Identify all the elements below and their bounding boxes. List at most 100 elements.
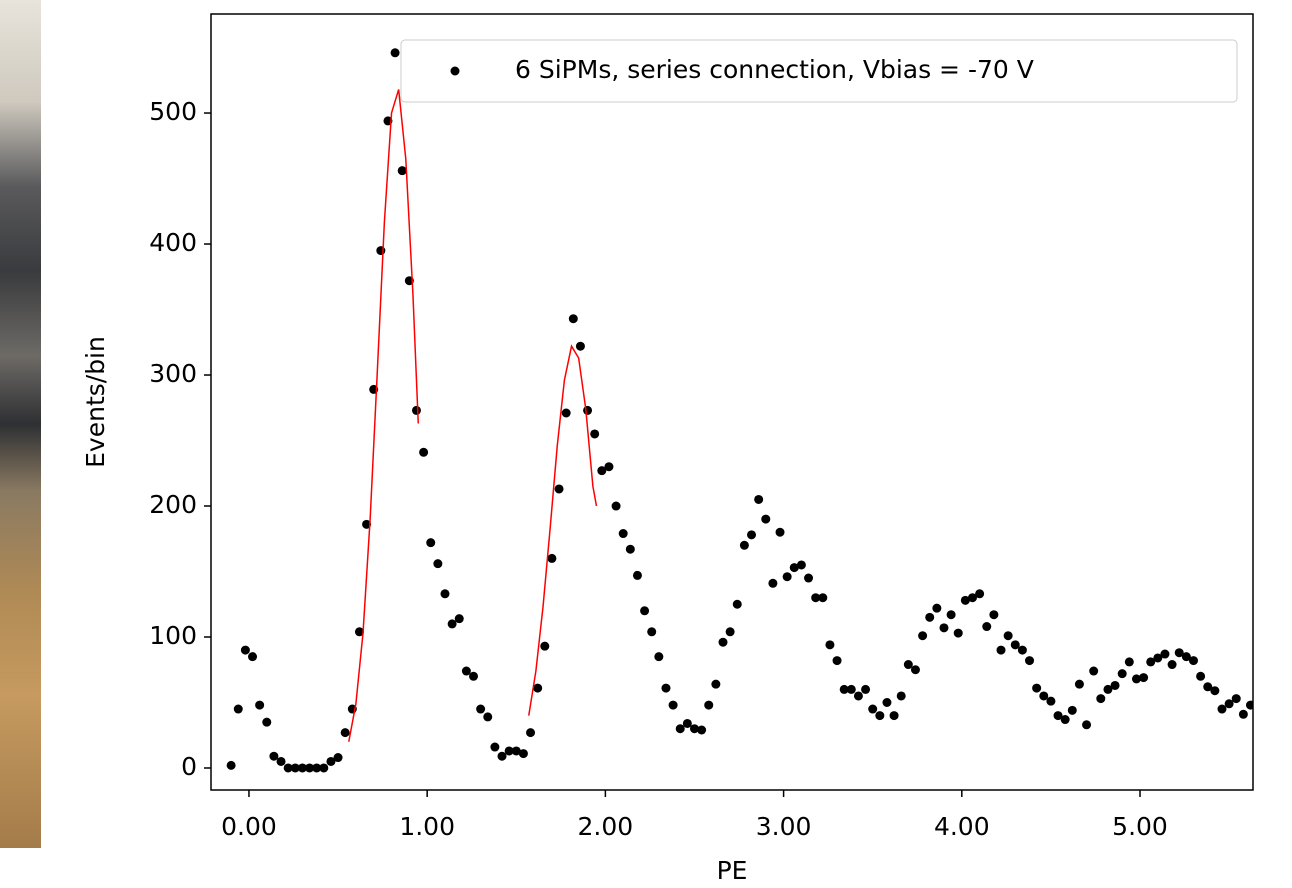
data-point <box>761 514 771 524</box>
y-tick-label: 300 <box>149 359 197 388</box>
data-point <box>1039 691 1049 701</box>
data-point <box>561 408 571 418</box>
data-point <box>611 501 621 511</box>
data-point <box>326 756 336 766</box>
x-tick-label: 5.00 <box>1112 812 1168 841</box>
x-tick-label: 0.00 <box>221 812 277 841</box>
data-point <box>725 627 735 637</box>
fit-line <box>528 344 598 716</box>
data-point <box>640 606 650 616</box>
data-point <box>832 656 842 666</box>
data-point <box>411 405 421 415</box>
plot-frame <box>210 13 1254 791</box>
data-point <box>754 494 764 504</box>
data-point <box>1160 649 1170 659</box>
data-point <box>362 519 372 529</box>
data-point <box>240 645 250 655</box>
data-point <box>1053 711 1063 721</box>
data-point <box>697 725 707 735</box>
data-point <box>989 610 999 620</box>
data-point <box>775 527 785 537</box>
data-point <box>376 246 386 256</box>
data-point <box>1110 680 1120 690</box>
data-point <box>540 641 550 651</box>
plot-area <box>226 48 1253 773</box>
data-point <box>283 763 293 773</box>
data-point <box>789 563 799 573</box>
data-point <box>1117 669 1127 679</box>
data-point <box>689 724 699 734</box>
data-point <box>1032 683 1042 693</box>
data-point <box>319 763 329 773</box>
data-point <box>583 405 593 415</box>
data-point <box>896 691 906 701</box>
data-point <box>340 728 350 738</box>
y-tick-label: 200 <box>149 490 197 519</box>
y-tick-label: 100 <box>149 621 197 650</box>
data-point <box>248 652 258 662</box>
data-point <box>682 718 692 728</box>
data-point <box>825 640 835 650</box>
data-point <box>1224 699 1234 709</box>
data-point <box>939 623 949 633</box>
data-point <box>739 540 749 550</box>
data-point <box>1010 640 1020 650</box>
data-point <box>647 627 657 637</box>
data-point <box>704 700 714 710</box>
data-point <box>654 652 664 662</box>
data-point <box>1174 648 1184 658</box>
data-point <box>632 570 642 580</box>
data-point <box>625 544 635 554</box>
data-point <box>305 763 315 773</box>
fit-line <box>348 89 420 742</box>
data-point <box>297 763 307 773</box>
data-point <box>255 700 265 710</box>
x-tick-label: 2.00 <box>578 812 634 841</box>
data-point <box>768 578 778 588</box>
data-point <box>932 603 942 613</box>
data-point <box>918 631 928 641</box>
data-point <box>440 589 450 599</box>
data-point <box>889 711 899 721</box>
y-tick-label: 400 <box>149 228 197 257</box>
y-tick-label: 500 <box>149 97 197 126</box>
y-axis-label: Events/bin <box>81 336 110 468</box>
data-point <box>675 724 685 734</box>
data-point <box>1103 684 1113 694</box>
data-point <box>497 751 507 761</box>
data-point <box>811 593 821 603</box>
x-tick-label: 4.00 <box>934 812 990 841</box>
data-point <box>568 314 578 324</box>
data-point <box>711 679 721 689</box>
legend-marker <box>450 66 460 76</box>
data-point <box>1082 720 1092 730</box>
x-axis-label: PE <box>717 856 748 885</box>
data-point <box>875 711 885 721</box>
data-point <box>732 599 742 609</box>
data-point <box>518 749 528 759</box>
data-point <box>1089 666 1099 676</box>
data-point <box>1131 674 1141 684</box>
data-point <box>1238 709 1248 719</box>
data-point <box>782 572 792 582</box>
data-point <box>490 742 500 752</box>
data-point <box>1167 660 1177 670</box>
data-point <box>390 48 400 58</box>
data-point <box>597 466 607 476</box>
data-point <box>426 538 436 548</box>
data-point <box>868 704 878 714</box>
data-point <box>1196 671 1206 681</box>
data-point <box>1231 694 1241 704</box>
data-point <box>910 665 920 675</box>
data-point <box>668 700 678 710</box>
data-point <box>661 683 671 693</box>
data-point <box>718 637 728 647</box>
data-point <box>796 560 806 570</box>
data-point <box>1139 673 1149 683</box>
data-point <box>1217 704 1227 714</box>
data-point <box>526 728 536 738</box>
data-point <box>1146 657 1156 667</box>
data-point <box>269 751 279 761</box>
data-point <box>618 529 628 539</box>
